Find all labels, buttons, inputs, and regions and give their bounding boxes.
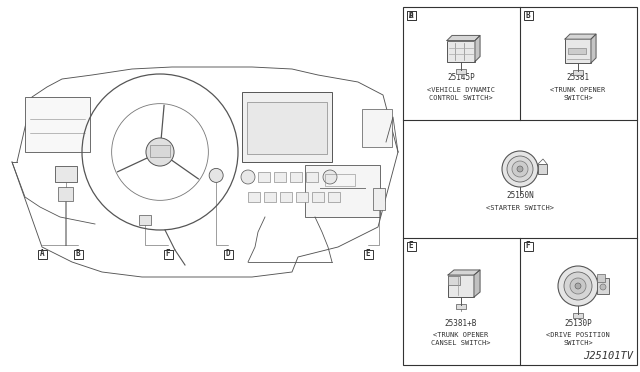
Bar: [58, 187, 73, 201]
Bar: [597, 274, 605, 282]
Polygon shape: [591, 34, 596, 63]
Text: <DRIVE POSITION: <DRIVE POSITION: [546, 332, 610, 338]
Text: E: E: [409, 241, 413, 250]
Text: J25101TV: J25101TV: [583, 351, 633, 361]
Text: <STARTER SWITCH>: <STARTER SWITCH>: [486, 205, 554, 211]
Circle shape: [570, 278, 586, 294]
Bar: [406, 10, 415, 19]
Bar: [163, 250, 173, 259]
Bar: [139, 215, 151, 225]
Text: CANSEL SWITCH>: CANSEL SWITCH>: [431, 340, 491, 346]
Bar: [38, 250, 47, 259]
Circle shape: [146, 138, 174, 166]
Circle shape: [512, 161, 528, 177]
Polygon shape: [475, 35, 480, 61]
Polygon shape: [474, 270, 480, 297]
Text: <TRUNK OPENER: <TRUNK OPENER: [433, 332, 488, 338]
Text: SWITCH>: SWITCH>: [563, 340, 593, 346]
Text: <TRUNK OPENER: <TRUNK OPENER: [550, 87, 605, 93]
Bar: [274, 172, 286, 182]
Bar: [258, 172, 270, 182]
Bar: [373, 188, 385, 210]
Bar: [305, 165, 380, 217]
Text: 25150N: 25150N: [506, 192, 534, 201]
Bar: [538, 164, 547, 174]
Bar: [364, 250, 372, 259]
Text: 25381+B: 25381+B: [445, 318, 477, 327]
Polygon shape: [447, 35, 480, 41]
Bar: [150, 145, 170, 157]
Text: E: E: [365, 250, 371, 259]
Bar: [325, 174, 355, 186]
Bar: [456, 304, 466, 309]
Bar: [403, 7, 637, 365]
Circle shape: [517, 166, 523, 172]
Bar: [290, 172, 302, 182]
Text: D: D: [226, 250, 230, 259]
Text: F: F: [525, 241, 531, 250]
Bar: [573, 70, 583, 75]
Circle shape: [502, 151, 538, 187]
Circle shape: [209, 169, 223, 182]
Bar: [448, 276, 460, 285]
Bar: [448, 275, 474, 297]
Bar: [74, 250, 83, 259]
Text: B: B: [525, 10, 531, 19]
Polygon shape: [565, 34, 596, 39]
Text: B: B: [76, 250, 80, 259]
Text: CONTROL SWITCH>: CONTROL SWITCH>: [429, 95, 493, 101]
Bar: [406, 10, 415, 19]
Circle shape: [564, 272, 592, 300]
Bar: [328, 192, 340, 202]
Text: <VEHICLE DYNAMIC: <VEHICLE DYNAMIC: [427, 87, 495, 93]
Text: 25130P: 25130P: [564, 318, 592, 327]
Circle shape: [241, 170, 255, 184]
Text: 25145P: 25145P: [447, 74, 475, 83]
Circle shape: [558, 266, 598, 306]
Bar: [456, 68, 466, 74]
Text: A: A: [409, 10, 413, 19]
Bar: [296, 192, 308, 202]
Text: 25381: 25381: [566, 74, 589, 83]
Circle shape: [323, 170, 337, 184]
Bar: [306, 172, 318, 182]
Bar: [447, 41, 475, 61]
Circle shape: [575, 283, 581, 289]
Bar: [223, 250, 232, 259]
Bar: [248, 192, 260, 202]
Bar: [565, 39, 591, 63]
Polygon shape: [448, 270, 480, 275]
Text: D: D: [409, 10, 413, 19]
Bar: [264, 192, 276, 202]
Bar: [55, 166, 77, 182]
Text: A: A: [40, 250, 44, 259]
Bar: [573, 313, 583, 318]
Bar: [247, 102, 327, 154]
Text: F: F: [166, 250, 170, 259]
Bar: [597, 278, 609, 294]
Circle shape: [600, 284, 606, 290]
Bar: [568, 48, 586, 54]
Bar: [242, 92, 332, 162]
Bar: [25, 97, 90, 152]
Bar: [280, 192, 292, 202]
Bar: [362, 109, 392, 147]
Bar: [406, 241, 415, 250]
Bar: [312, 192, 324, 202]
Bar: [524, 241, 532, 250]
Bar: [524, 10, 532, 19]
Circle shape: [507, 156, 533, 182]
Text: SWITCH>: SWITCH>: [563, 95, 593, 101]
